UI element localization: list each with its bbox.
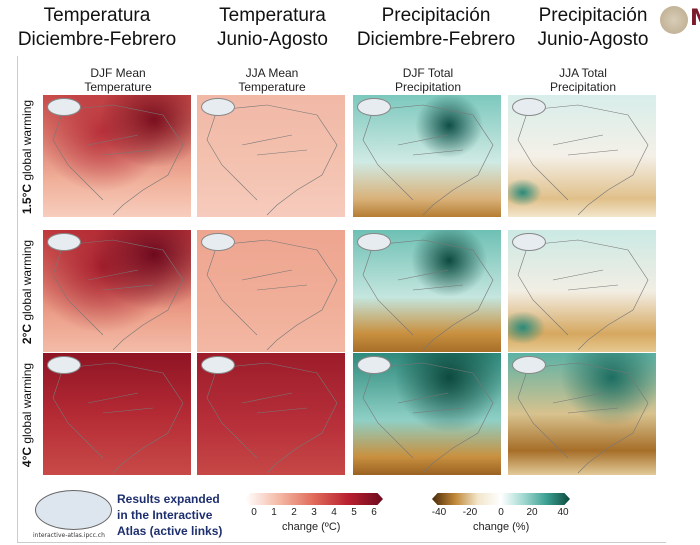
column-title-line: Temperature — [238, 80, 306, 94]
globe-thumbnail-icon — [201, 98, 235, 116]
climate-map-panel[interactable] — [508, 353, 656, 475]
title-line: Temperatura — [43, 5, 151, 26]
column-title: JJA Mean Temperature — [197, 66, 347, 94]
temperature-colorbar — [245, 493, 383, 505]
column-title: JJA Total Precipitation — [508, 66, 658, 94]
precipitation-tick: -40 — [431, 507, 447, 518]
title-temp-jja: Temperatura Junio-Agosto — [200, 4, 345, 52]
globe-thumbnail-icon — [47, 233, 81, 251]
map-outline — [517, 239, 649, 351]
map-outline — [517, 104, 649, 216]
atlas-url[interactable]: interactive-atlas.ipcc.ch — [33, 532, 105, 539]
title-line: Precipitación — [538, 5, 648, 26]
title-line: Diciembre-Febrero — [17, 29, 177, 50]
globe-thumbnail-icon — [47, 98, 81, 116]
results-line: Atlas (active links) — [117, 524, 223, 538]
column-title-line: DJF Mean — [90, 66, 146, 80]
mexico-seal-logo — [660, 6, 688, 34]
row-label-suffix: global warming — [20, 362, 34, 447]
precipitation-tick: -20 — [462, 507, 478, 518]
globe-thumbnail-icon — [47, 356, 81, 374]
globe-thumbnail-icon — [201, 356, 235, 374]
warming-level: 4°C — [20, 446, 34, 468]
warming-level: 2°C — [20, 323, 34, 345]
map-outline — [362, 104, 494, 216]
climate-map-panel[interactable] — [353, 95, 501, 217]
globe-thumbnail-icon — [201, 233, 235, 251]
climate-map-panel[interactable] — [197, 353, 345, 475]
globe-thumbnail-icon — [357, 356, 391, 374]
column-title-line: JJA Total — [559, 66, 607, 80]
row-label-suffix: global warming — [20, 239, 34, 324]
world-atlas-icon[interactable] — [35, 490, 112, 530]
map-outline — [206, 104, 338, 216]
map-outline — [206, 239, 338, 351]
climate-map-panel[interactable] — [43, 230, 191, 352]
climate-map-panel[interactable] — [508, 230, 656, 352]
title-line: Precipitación — [381, 5, 491, 26]
climate-map-panel[interactable] — [197, 95, 345, 217]
title-precip-jja: Precipitación Junio-Agosto — [530, 4, 656, 52]
title-precip-djf: Precipitación Diciembre-Febrero — [352, 4, 520, 52]
map-outline — [52, 239, 184, 351]
climate-map-panel[interactable] — [353, 230, 501, 352]
precipitation-tick: 40 — [557, 507, 569, 518]
column-title-line: Precipitation — [549, 80, 617, 94]
results-line: Results expanded — [117, 492, 220, 506]
results-link[interactable]: Results expanded in the Interactive Atla… — [117, 491, 222, 539]
temperature-tick: 3 — [311, 507, 317, 518]
climate-map-panel[interactable] — [508, 95, 656, 217]
column-title-line: JJA Mean — [245, 66, 299, 80]
map-outline — [52, 104, 184, 216]
title-line: Temperatura — [219, 5, 326, 26]
temperature-tick: 2 — [291, 507, 297, 518]
precipitation-colorbar — [432, 493, 570, 505]
title-line: Diciembre-Febrero — [356, 29, 516, 50]
results-line: in the Interactive — [117, 508, 213, 522]
climate-map-panel[interactable] — [197, 230, 345, 352]
map-outline — [362, 239, 494, 351]
column-title-line: Precipitation — [394, 80, 462, 94]
climate-map-panel[interactable] — [43, 95, 191, 217]
temperature-tick: 0 — [251, 507, 257, 518]
title-line: Junio-Agosto — [217, 29, 328, 50]
column-title: DJF Total Precipitation — [353, 66, 503, 94]
row-label: 2°C global warming — [20, 232, 34, 352]
climate-map-panel[interactable] — [353, 353, 501, 475]
map-outline — [517, 362, 649, 474]
row-label-suffix: global warming — [20, 99, 34, 184]
precipitation-legend-label: change (%) — [473, 521, 530, 533]
temperature-tick: 4 — [331, 507, 337, 518]
temperature-legend-label: change (ºC) — [282, 521, 341, 533]
map-outline — [52, 362, 184, 474]
map-outline — [362, 362, 494, 474]
column-title-line: Temperature — [84, 80, 152, 94]
row-label: 1.5°C global warming — [20, 97, 34, 217]
figure-frame — [17, 56, 666, 543]
row-label: 4°C global warming — [20, 355, 34, 475]
temperature-tick: 6 — [371, 507, 377, 518]
globe-thumbnail-icon — [357, 233, 391, 251]
globe-thumbnail-icon — [512, 98, 546, 116]
globe-thumbnail-icon — [512, 233, 546, 251]
globe-thumbnail-icon — [357, 98, 391, 116]
warming-level: 1.5°C — [20, 183, 34, 215]
title-temp-djf: Temperatura Diciembre-Febrero — [4, 4, 190, 52]
map-outline — [206, 362, 338, 474]
precipitation-tick: 20 — [526, 507, 538, 518]
column-title: DJF Mean Temperature — [43, 66, 193, 94]
climate-map-panel[interactable] — [43, 353, 191, 475]
column-title-line: DJF Total — [402, 66, 454, 80]
precipitation-tick: 0 — [498, 507, 504, 518]
temperature-tick: 1 — [271, 507, 277, 518]
globe-thumbnail-icon — [512, 356, 546, 374]
temperature-tick: 5 — [351, 507, 357, 518]
title-line: Junio-Agosto — [537, 29, 649, 50]
logo-text: M — [690, 6, 700, 31]
